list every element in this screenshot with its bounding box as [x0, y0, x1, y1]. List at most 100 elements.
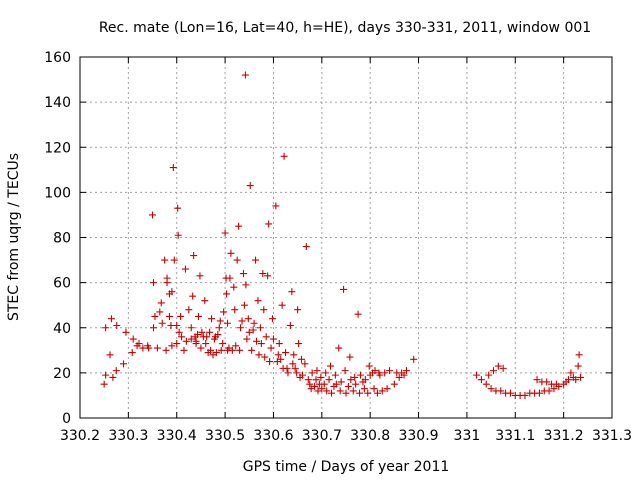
data-point-marker	[272, 202, 280, 210]
data-point-marker	[288, 288, 296, 296]
x-tick-label: 331.1	[495, 428, 535, 444]
data-point-marker	[275, 340, 283, 348]
x-tick-label: 330.2	[60, 428, 100, 444]
data-point-marker	[187, 335, 195, 343]
data-point-marker	[383, 385, 391, 393]
data-point-marker	[327, 389, 335, 397]
data-point-marker	[278, 301, 286, 309]
data-point-marker	[499, 364, 507, 372]
data-point-marker	[215, 324, 223, 332]
data-point-marker	[128, 349, 136, 357]
data-point-marker	[180, 346, 188, 354]
x-tick-label: 330.3	[108, 428, 148, 444]
data-point-marker	[336, 387, 344, 395]
data-point-marker	[370, 385, 378, 393]
data-point-marker	[318, 385, 326, 393]
data-point-marker	[161, 256, 169, 264]
data-point-marker	[322, 369, 330, 377]
plot-frame	[79, 56, 613, 419]
data-point-marker	[224, 319, 232, 327]
data-point-marker	[244, 315, 252, 323]
y-axis-tick-labels: 0 20 40 60 80 100 120 140 160	[44, 50, 71, 427]
data-point-marker	[564, 376, 572, 384]
data-point-marker	[351, 373, 359, 381]
data-point-marker	[535, 389, 543, 397]
data-point-marker	[196, 272, 204, 280]
data-point-marker	[178, 333, 186, 341]
chart-title: Rec. mate (Lon=16, Lat=40, h=HE), days 3…	[99, 20, 591, 36]
data-point-marker	[260, 306, 268, 314]
data-point-marker	[261, 353, 269, 361]
data-point-marker	[240, 301, 248, 309]
data-point-marker	[543, 378, 551, 386]
data-point-marker	[202, 340, 210, 348]
y-tick-label: 140	[44, 95, 71, 111]
data-point-marker	[311, 382, 319, 390]
data-point-marker	[410, 355, 418, 363]
data-point-marker	[173, 321, 181, 329]
data-point-marker	[386, 367, 394, 375]
data-point-marker	[314, 387, 322, 395]
data-point-marker	[378, 387, 386, 395]
data-point-marker	[286, 321, 294, 329]
data-point-marker	[277, 355, 285, 363]
data-point-marker	[174, 231, 182, 239]
x-axis-tick-labels: 330.2 330.3 330.4 330.5 330.6 330.7 330.8 330.9…	[60, 428, 632, 444]
data-point-marker	[169, 164, 177, 172]
data-point-marker	[246, 182, 254, 190]
data-point-marker	[242, 281, 250, 289]
data-point-marker	[381, 369, 389, 377]
x-tick-label: 331.2	[544, 428, 584, 444]
data-point-marker	[371, 367, 379, 375]
data-point-marker	[219, 340, 227, 348]
data-point-marker	[151, 312, 159, 320]
y-tick-label: 40	[53, 321, 71, 337]
data-point-marker	[280, 152, 288, 160]
data-point-marker	[301, 360, 309, 368]
data-point-marker	[390, 380, 398, 388]
data-point-marker	[170, 256, 178, 264]
data-point-marker	[473, 371, 481, 379]
data-point-marker	[153, 344, 161, 352]
data-point-marker	[262, 333, 270, 341]
data-point-marker	[253, 337, 261, 345]
data-point-marker	[231, 306, 239, 314]
data-point-marker	[122, 328, 130, 336]
data-point-marker	[255, 351, 263, 359]
data-point-marker	[102, 371, 110, 379]
data-point-marker	[264, 272, 272, 280]
data-point-marker	[150, 324, 158, 332]
data-point-marker	[335, 344, 343, 352]
data-point-marker	[235, 222, 243, 230]
data-point-marker	[208, 315, 216, 323]
data-point-marker	[360, 385, 368, 393]
data-point-marker	[181, 265, 189, 273]
data-point-marker	[298, 355, 306, 363]
data-point-marker	[312, 376, 320, 384]
data-point-marker	[230, 283, 238, 291]
data-point-marker	[245, 328, 253, 336]
data-point-marker	[289, 360, 297, 368]
data-point-marker	[256, 324, 264, 332]
data-point-marker	[232, 342, 240, 350]
data-point-marker	[182, 337, 190, 345]
data-point-marker	[294, 306, 302, 314]
x-tick-label: 330.9	[398, 428, 438, 444]
x-tick-label: 331	[454, 428, 481, 444]
data-point-marker	[250, 319, 258, 327]
data-point-marker	[194, 312, 202, 320]
data-point-marker	[352, 380, 360, 388]
data-point-marker	[533, 376, 541, 384]
data-point-marker	[325, 376, 333, 384]
x-tick-label: 330.7	[302, 428, 342, 444]
x-tick-label: 330.4	[157, 428, 197, 444]
data-point-marker	[194, 331, 202, 339]
data-point-marker	[189, 292, 197, 300]
data-point-marker	[361, 376, 369, 384]
y-tick-label: 0	[62, 411, 71, 427]
data-point-marker	[220, 308, 228, 316]
x-tick-label: 331.3	[592, 428, 632, 444]
data-point-marker	[145, 344, 153, 352]
data-point-marker	[102, 324, 110, 332]
data-point-marker	[572, 376, 580, 384]
